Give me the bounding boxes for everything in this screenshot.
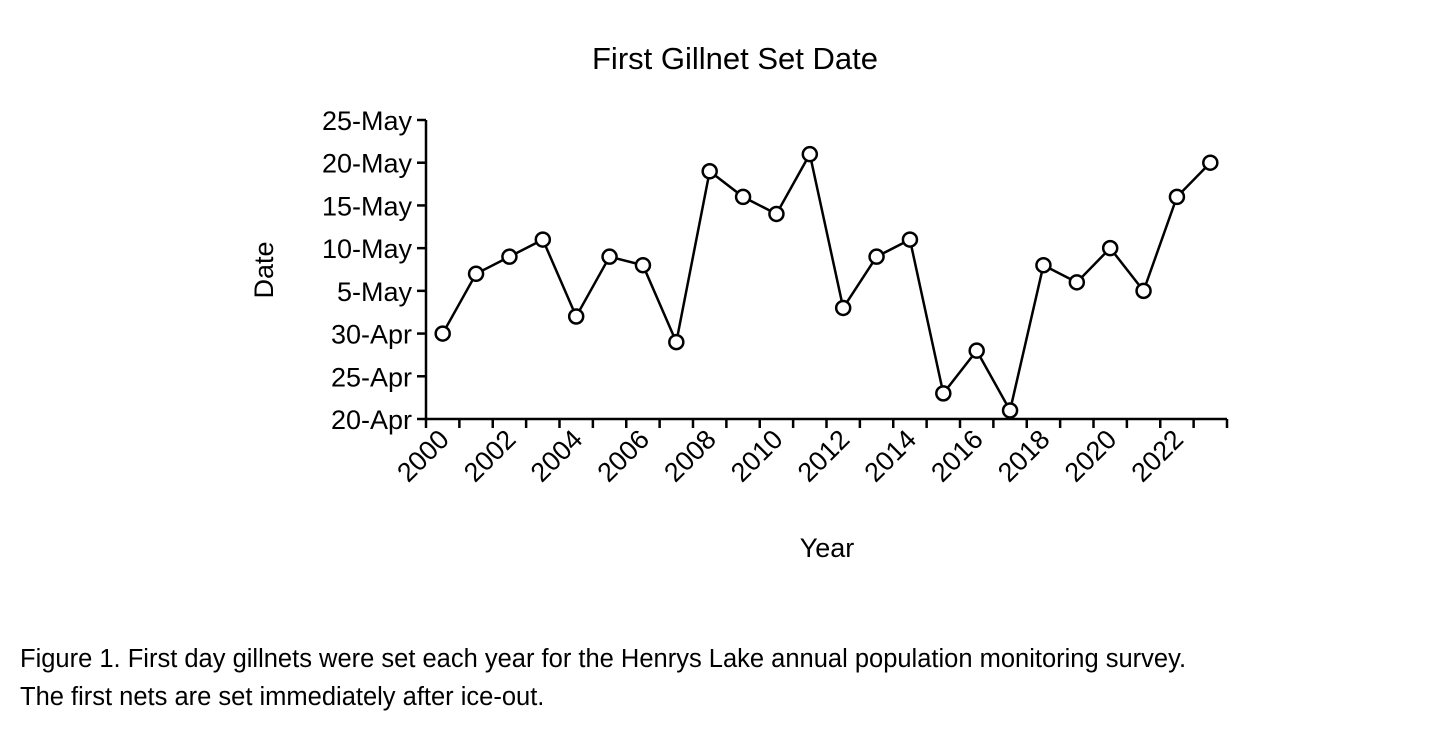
data-point: [1035, 256, 1052, 274]
x-axis-label: Year: [800, 533, 855, 563]
line-chart: First Gillnet Set Date 20-Apr 25-Apr 30-Ap…: [249, 41, 1229, 563]
series-path: [441, 150, 1212, 414]
data-point: [434, 325, 451, 342]
y-tick-label: 5-May: [337, 277, 413, 307]
x-tick-label: 2022: [1125, 424, 1189, 488]
data-point: [668, 333, 685, 351]
x-tick-label: 2016: [925, 424, 989, 488]
x-tick-label: 2014: [858, 424, 922, 488]
series-markers: [434, 145, 1219, 419]
y-axis-ticks: 20-Apr 25-Apr 30-Apr 5-May 10-May 15-May 20-Ma…: [322, 106, 426, 435]
x-tick-label: 2010: [725, 424, 789, 488]
data-point: [1001, 402, 1019, 419]
data-point: [734, 188, 752, 206]
y-tick-label: 30-Apr: [331, 320, 412, 350]
x-tick-label: 2012: [792, 424, 856, 488]
data-point: [1101, 239, 1119, 257]
data-point: [968, 342, 985, 359]
y-tick-label: 10-May: [322, 234, 413, 264]
x-tick-label: 2002: [458, 424, 522, 488]
y-tick-label: 25-May: [322, 106, 413, 136]
data-point: [768, 205, 785, 223]
x-tick-label: 2008: [658, 424, 722, 488]
data-point: [634, 256, 652, 274]
x-tick-label: 2006: [591, 424, 655, 488]
data-point: [701, 163, 718, 180]
y-tick-label: 25-Apr: [331, 362, 412, 392]
series-line: [441, 150, 1212, 414]
data-point: [467, 265, 485, 283]
x-tick-label: 2004: [525, 424, 589, 488]
y-axis-label: Date: [249, 241, 279, 298]
data-point: [567, 308, 585, 325]
caption-line-2: The first nets are set immediately after…: [20, 683, 545, 711]
y-tick-label: 20-May: [322, 149, 413, 179]
x-tick-label: 2018: [992, 424, 1056, 488]
data-point: [901, 231, 919, 248]
data-point: [1135, 282, 1152, 300]
caption-line-1: Figure 1. First day gillnets were set ea…: [20, 645, 1187, 673]
data-point: [1168, 188, 1186, 206]
data-point: [834, 299, 852, 317]
data-point: [1202, 154, 1219, 171]
axes: [424, 120, 1227, 421]
data-point: [601, 248, 618, 265]
chart-title: First Gillnet Set Date: [592, 41, 878, 76]
data-point: [501, 248, 518, 265]
data-point: [801, 145, 819, 163]
y-tick-label: 20-Apr: [331, 405, 412, 435]
data-point: [534, 231, 552, 248]
x-tick-label: 2020: [1059, 424, 1123, 488]
data-point: [935, 385, 952, 402]
y-tick-label: 15-May: [322, 191, 413, 221]
data-point: [1068, 274, 1086, 291]
figure-caption: Figure 1. First day gillnets were set ea…: [20, 640, 1430, 716]
data-point: [868, 248, 885, 265]
x-axis-ticks: 2000 2002 2004 2006 2008 2010 2012 2014 2016 2018…: [391, 419, 1229, 488]
